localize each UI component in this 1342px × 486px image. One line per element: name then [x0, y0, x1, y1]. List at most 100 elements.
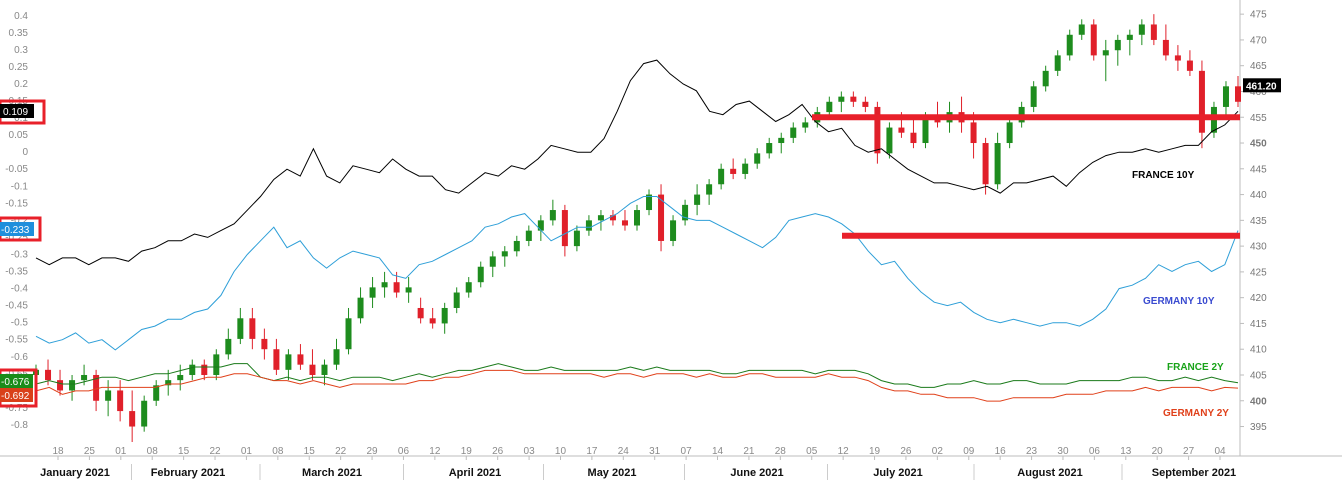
candle-body: [513, 240, 520, 252]
x-axis-day-label: 01: [115, 446, 127, 457]
right-axis-tick-label: 435: [1250, 216, 1267, 227]
candle-body: [69, 380, 76, 391]
series-annotation: GERMANY 10Y: [1143, 296, 1215, 307]
candle-body: [826, 101, 833, 113]
left-axis-tick-label: -0.45: [5, 301, 28, 312]
left-axis-tick-label: -0.3: [11, 249, 29, 260]
right-axis-tick-label: 440: [1250, 190, 1267, 201]
left-axis-tick-label: 0.05: [9, 130, 29, 141]
candle-body: [1186, 60, 1193, 71]
x-axis-day-label: 15: [178, 446, 190, 457]
candle-body: [982, 143, 989, 185]
candle-body: [405, 287, 412, 293]
candle-body: [561, 210, 568, 247]
candle-body: [1222, 86, 1229, 107]
candle-body: [249, 318, 256, 339]
x-axis-month-label: April 2021: [449, 467, 502, 479]
x-axis-day-label: 14: [712, 446, 724, 457]
marker-value: -0.233: [1, 225, 30, 236]
candle-body: [453, 292, 460, 308]
candle-body: [1066, 34, 1073, 56]
candle-body: [261, 338, 268, 350]
right-axis-tick-label: 460: [1250, 87, 1267, 98]
series-annotation: FRANCE 2Y: [1167, 362, 1224, 373]
x-axis-month-label: June 2021: [730, 467, 783, 479]
right-axis-tick-label: 400: [1250, 396, 1267, 407]
candle-body: [225, 338, 232, 355]
candle-body: [1114, 39, 1121, 51]
candle-body: [1138, 24, 1145, 35]
right-axis-tick-label: 420: [1250, 293, 1267, 304]
candle-body: [1198, 70, 1205, 133]
right-axis-tick-label: 445: [1250, 164, 1267, 175]
marker-badge: [0, 104, 34, 118]
candle-body: [910, 132, 917, 144]
candle-body: [429, 318, 436, 324]
candle-body: [477, 266, 484, 283]
candle-body: [141, 400, 148, 427]
candle-body: [153, 385, 160, 401]
candle-body: [670, 220, 677, 241]
x-axis-day-label: 01: [241, 446, 253, 457]
candle-body: [417, 307, 424, 319]
right-axis-tick-label: 425: [1250, 267, 1267, 278]
marker-badge: [0, 388, 33, 402]
right-axis-tick-label: 405: [1250, 370, 1267, 381]
candle-body: [357, 297, 364, 319]
candle-body: [45, 369, 52, 381]
x-axis-day-label: 19: [869, 446, 881, 457]
left-axis-tick-label: 0.35: [9, 28, 29, 39]
series-annotation: FRANCE 10Y: [1132, 170, 1195, 181]
x-axis-day-label: 26: [900, 446, 912, 457]
candle-body: [862, 101, 869, 107]
x-axis-day-label: 22: [209, 446, 221, 457]
marker-badge: [0, 222, 34, 236]
candle-body: [886, 127, 893, 154]
candle-body: [573, 230, 580, 247]
candle-body: [381, 282, 388, 288]
x-axis-day-label: 31: [649, 446, 661, 457]
marker-badge: [0, 374, 33, 388]
left-axis-tick-label: 0.25: [9, 62, 29, 73]
candle-body: [1006, 122, 1013, 144]
candle-body: [970, 122, 977, 144]
x-axis-day-label: 17: [586, 446, 598, 457]
candle-body: [766, 143, 773, 154]
left-axis-tick-label: -0.15: [5, 198, 28, 209]
x-axis-day-label: 20: [1152, 446, 1164, 457]
candle-body: [658, 194, 665, 241]
candle-body: [165, 380, 172, 386]
candle-body: [93, 374, 100, 401]
x-axis-day-label: 08: [272, 446, 284, 457]
x-axis-day-label: 12: [429, 446, 441, 457]
candle-body: [1090, 24, 1097, 56]
left-axis-tick-label: 0.4: [14, 11, 28, 22]
left-axis-tick-label: -0.2: [11, 215, 29, 226]
left-axis-tick-label: -0.5: [11, 318, 29, 329]
candle-body: [1078, 24, 1085, 35]
left-axis-tick-label: 0.2: [14, 79, 28, 90]
candle-body: [838, 96, 845, 102]
x-axis-day-label: 19: [461, 446, 473, 457]
candle-body: [682, 204, 689, 221]
candle-body: [237, 318, 244, 339]
candle-body: [549, 210, 556, 221]
x-axis-day-label: 28: [775, 446, 787, 457]
x-axis-day-label: 08: [147, 446, 159, 457]
candle-body: [81, 374, 88, 381]
marker-highlight-box: [0, 216, 42, 242]
right-axis-tick-label: 465: [1250, 61, 1267, 72]
candlestick-series: [33, 14, 1241, 442]
candle-body: [850, 96, 857, 102]
marker-value: -0.676: [1, 377, 30, 388]
candle-body: [1174, 55, 1181, 61]
candle-body: [706, 184, 713, 195]
germany-10y-line: [35, 196, 1239, 351]
candle-body: [297, 354, 304, 365]
x-axis-month-label: May 2021: [588, 467, 637, 479]
candle-body: [802, 122, 809, 128]
candle-body: [465, 282, 472, 293]
x-axis-month-label: September 2021: [1152, 467, 1236, 479]
